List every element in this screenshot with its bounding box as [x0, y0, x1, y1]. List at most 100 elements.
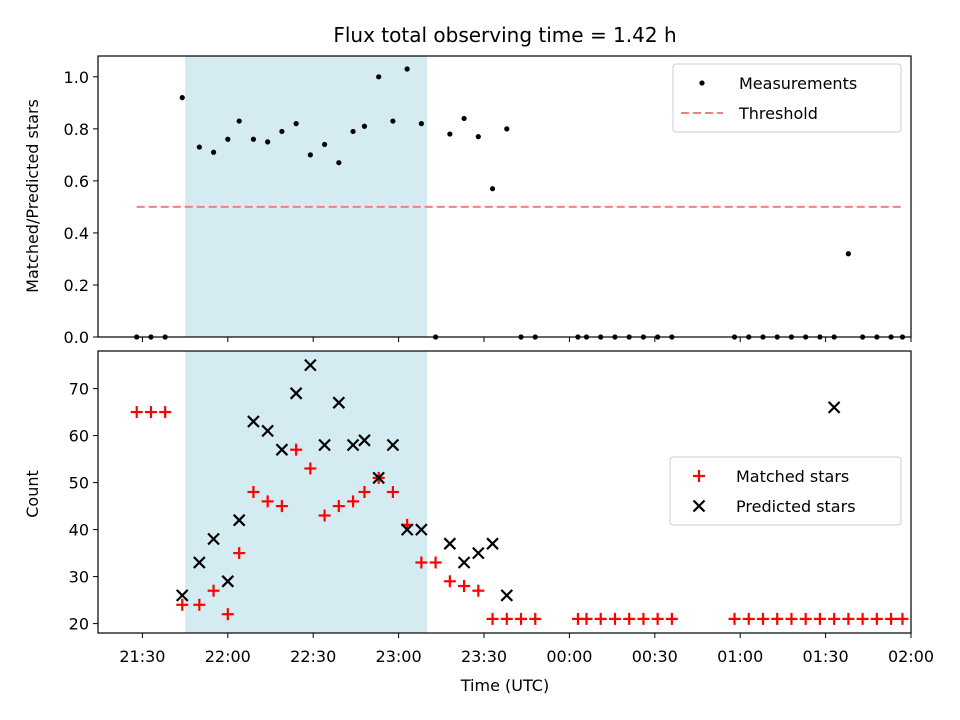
measurement-point — [376, 74, 382, 80]
predicted-star-point — [358, 434, 371, 447]
matched-star-point — [828, 612, 841, 625]
legend-marker-dot — [699, 80, 705, 86]
matched-star-point — [443, 575, 456, 588]
matched-star-point — [318, 509, 331, 522]
measurement-point — [196, 144, 202, 150]
top-axes-frame — [97, 55, 912, 338]
matched-star-point — [665, 612, 678, 625]
predicted-star-point — [304, 358, 317, 372]
x-tick-label: 01:00 — [717, 647, 763, 666]
matched-star-point — [429, 556, 442, 569]
predicted-star-point — [486, 537, 499, 550]
predicted-star-point — [443, 537, 457, 550]
x-tick-label: 00:00 — [546, 647, 592, 666]
matched-star-point — [207, 584, 220, 597]
matched-star-point — [233, 547, 246, 560]
legend-entry: Matched stars — [693, 467, 849, 486]
bottom-legend: Matched stars Predicted stars — [669, 456, 902, 526]
matched-star-point — [358, 486, 371, 498]
x-tick-label: 22:00 — [205, 647, 251, 666]
top-shaded-region — [185, 56, 428, 337]
matched-star-point — [221, 608, 234, 621]
predicted-star-point — [457, 556, 471, 569]
matched-star-point — [756, 612, 769, 625]
predicted-star-point — [332, 396, 346, 409]
legend-box — [669, 456, 902, 526]
measurement-point — [307, 152, 313, 158]
matched-star-point — [347, 495, 360, 508]
predicted-star-point — [386, 438, 400, 452]
matched-star-point — [275, 500, 288, 513]
bottom-axes-frame — [97, 350, 912, 634]
matched-star-point — [144, 406, 157, 419]
top-y-tick-label: 0.4 — [64, 224, 89, 243]
predicted-star-point — [175, 589, 189, 602]
legend-label: Threshold — [738, 104, 818, 123]
predicted-star-point — [827, 401, 841, 414]
predicted-star-point — [232, 513, 246, 527]
x-tick-label: 01:30 — [803, 647, 849, 666]
predicted-star-point — [400, 523, 414, 536]
bottom-y-tick-label: 40 — [69, 521, 89, 540]
matched-star-point — [785, 612, 798, 625]
measurement-point — [236, 118, 242, 124]
matched-star-point — [842, 612, 855, 625]
matched-star-point — [856, 612, 869, 625]
predicted-star-point — [261, 424, 274, 438]
legend-entry: Measurements — [699, 74, 857, 93]
matched-star-point — [896, 612, 909, 625]
measurement-point — [845, 251, 851, 257]
measurement-point — [489, 186, 496, 192]
matched-star-point — [580, 612, 593, 625]
matched-star-point — [176, 598, 189, 611]
x-tick-label: 02:00 — [888, 647, 934, 666]
matched-star-point — [386, 486, 399, 498]
matched-star-point — [290, 443, 303, 456]
measurement-point — [390, 118, 396, 124]
matched-star-point — [651, 612, 664, 625]
predicted-star-point — [207, 532, 220, 546]
x-tick-label: 00:30 — [632, 647, 678, 666]
top-legend: Measurements Threshold — [672, 63, 902, 133]
legend-box — [672, 63, 902, 133]
measurement-point — [447, 131, 453, 137]
matched-star-point — [415, 556, 428, 569]
predicted-star-point — [221, 575, 235, 588]
top-y-tick-label: 0.2 — [64, 276, 89, 295]
top-y-tick-label: 0.0 — [64, 328, 89, 347]
matched-star-point — [799, 612, 812, 625]
matched-star-point — [637, 612, 650, 625]
matched-star-point — [130, 406, 143, 419]
measurement-point — [336, 160, 342, 166]
bottom-y-tick-label: 60 — [69, 427, 89, 446]
bottom-y-axis-title: Count — [23, 470, 42, 518]
measurement-point — [321, 141, 328, 148]
legend-label: Measurements — [739, 74, 857, 93]
matched-star-point — [458, 580, 471, 592]
matched-star-point — [247, 486, 260, 498]
matched-star-point — [304, 462, 317, 475]
legend-label: Matched stars — [736, 467, 849, 486]
measurement-point — [404, 66, 410, 72]
measurement-point — [361, 123, 368, 129]
predicted-star-point — [318, 438, 331, 452]
matched-star-point — [159, 406, 172, 419]
top-y-tick-label: 0.8 — [64, 120, 89, 139]
measurement-point — [279, 128, 285, 135]
measurement-point — [461, 115, 467, 122]
predicted-star-point — [472, 546, 485, 560]
x-tick-label: 23:00 — [376, 647, 422, 666]
measurement-point — [179, 95, 185, 101]
x-axis-title: Time (UTC) — [460, 676, 549, 695]
legend-label: Predicted stars — [736, 497, 856, 516]
bottom-y-tick-label: 50 — [69, 474, 89, 493]
matched-star-point — [623, 612, 636, 625]
matched-star-point — [728, 612, 741, 625]
matched-star-point — [500, 612, 513, 625]
measurement-point — [350, 128, 356, 135]
measurement-point — [418, 121, 424, 127]
matched-star-point — [472, 584, 485, 597]
measurement-point — [293, 121, 299, 127]
measurement-point — [265, 139, 271, 145]
